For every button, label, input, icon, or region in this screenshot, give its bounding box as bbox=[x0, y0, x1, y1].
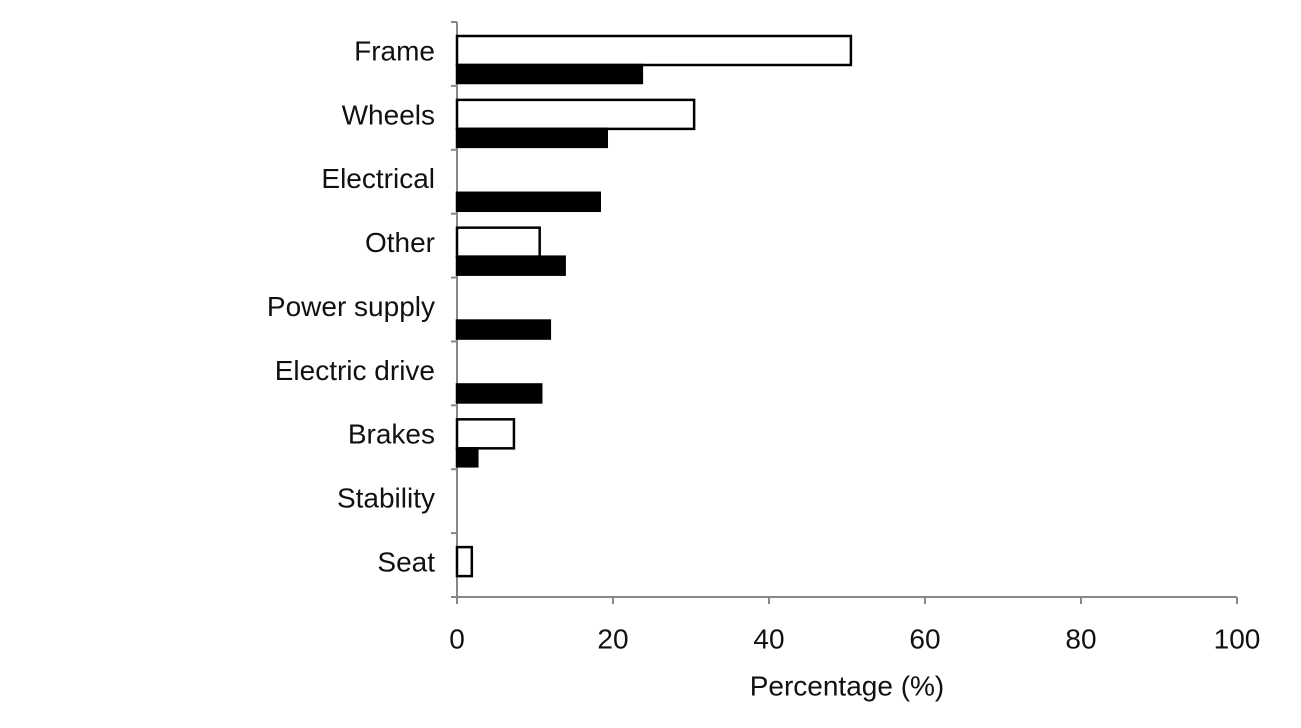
bar bbox=[455, 226, 541, 258]
y-tick-label: Seat bbox=[377, 547, 435, 578]
bar bbox=[455, 447, 479, 468]
bar bbox=[455, 383, 543, 404]
bar bbox=[455, 191, 601, 213]
x-tick-label: 0 bbox=[449, 623, 465, 654]
x-tick-label: 60 bbox=[909, 623, 940, 654]
y-tick-label: Power supply bbox=[267, 291, 435, 322]
bar bbox=[455, 255, 566, 276]
bar bbox=[455, 127, 609, 149]
x-tick-label: 80 bbox=[1065, 623, 1096, 654]
x-tick-label: 100 bbox=[1214, 623, 1261, 654]
bar bbox=[455, 418, 516, 450]
y-tick-label: Electrical bbox=[321, 163, 435, 194]
x-axis-label: Percentage (%) bbox=[750, 670, 945, 701]
bar bbox=[455, 319, 552, 340]
y-tick-label: Frame bbox=[354, 35, 435, 66]
bar bbox=[455, 63, 644, 85]
bar bbox=[455, 98, 696, 131]
bar bbox=[455, 34, 853, 67]
y-tick-label: Stability bbox=[337, 483, 435, 514]
bar bbox=[455, 545, 474, 578]
y-tick-label: Electric drive bbox=[275, 355, 435, 386]
y-tick-label: Brakes bbox=[348, 419, 435, 450]
x-tick-label: 40 bbox=[753, 623, 784, 654]
y-tick-label: Wheels bbox=[342, 99, 435, 130]
x-tick-label: 20 bbox=[597, 623, 628, 654]
y-tick-label: Other bbox=[365, 227, 435, 258]
